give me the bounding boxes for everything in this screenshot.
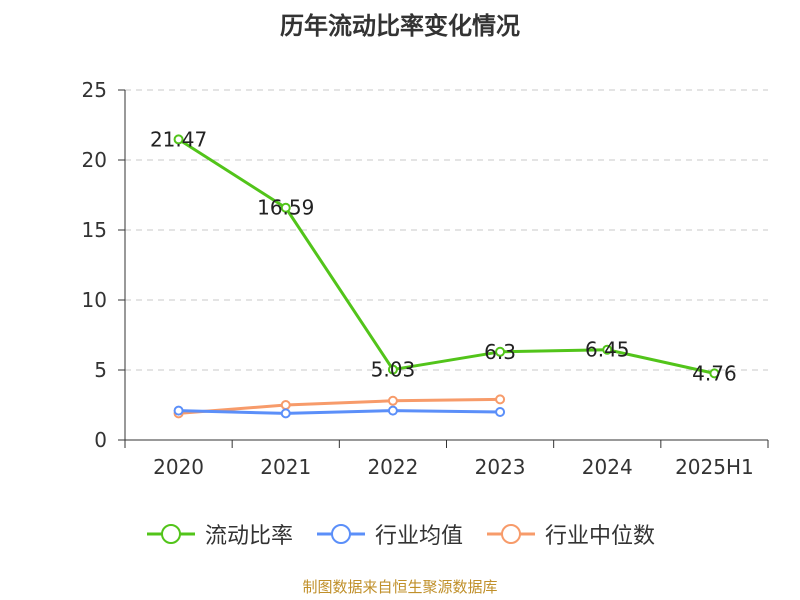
legend-item[interactable]: 行业中位数 [485,518,655,550]
legend-label: 流动比率 [204,524,293,549]
data-labels: 21.47 16.59 5.03 6.3 6.45 4.76 [150,127,737,385]
data-point [495,394,506,405]
x-tick-label: 2020 [153,455,204,479]
data-point [495,346,506,357]
data-point [387,395,398,406]
data-label: 4.76 [692,361,737,385]
data-point [495,407,506,417]
data-point [173,405,184,416]
y-tick-label: 15 [82,218,107,242]
y-tick-label: 25 [82,78,107,102]
legend-swatch-marker [501,524,521,544]
data-point [173,134,184,145]
x-tick-label: 2025H1 [675,455,754,479]
legend-swatch [146,524,195,544]
legend-swatch [316,524,365,544]
series-line [177,138,715,375]
legend-item[interactable]: 流动比率 [145,518,293,550]
y-tick-label: 20 [82,148,107,172]
series-lines [173,134,720,419]
grid-lines [125,89,768,371]
legend: 流动比率 行业均值 行业中位数 [0,518,800,550]
y-tick-label: 0 [94,428,107,452]
y-tick-label: 10 [82,288,107,312]
legend-swatch [487,524,535,544]
legend-label: 行业均值 [374,524,463,549]
x-tick-label: 2022 [367,455,418,479]
data-point [280,408,291,419]
data-point [387,364,398,375]
data-label: 21.47 [150,127,207,151]
legend-swatch-marker [330,524,351,544]
data-point [280,202,291,213]
legend-item[interactable]: 行业均值 [315,518,463,550]
data-point [602,344,613,355]
chart-title: 历年流动比率变化情况 [280,12,520,40]
x-tick-label: 2021 [260,455,311,479]
source-note: 制图数据来自恒生聚源数据库 [302,578,498,596]
series-line [178,397,501,415]
data-label: 16.59 [257,196,314,220]
series-line [178,409,501,415]
legend-label: 行业中位数 [545,524,656,549]
data-point [709,368,720,379]
data-label: 6.45 [585,338,630,362]
data-point [387,405,398,416]
data-label: 6.3 [484,340,516,364]
legend-swatch-marker [160,524,181,544]
data-label: 5.03 [371,358,416,382]
x-tick-label: 2024 [582,455,633,479]
axes: 0 5 10 15 20 25 2020 2021 2022 2023 2024 2025H1 [82,78,769,479]
y-tick-label: 5 [94,358,107,382]
data-point [280,400,291,410]
x-tick-label: 2023 [475,455,526,479]
